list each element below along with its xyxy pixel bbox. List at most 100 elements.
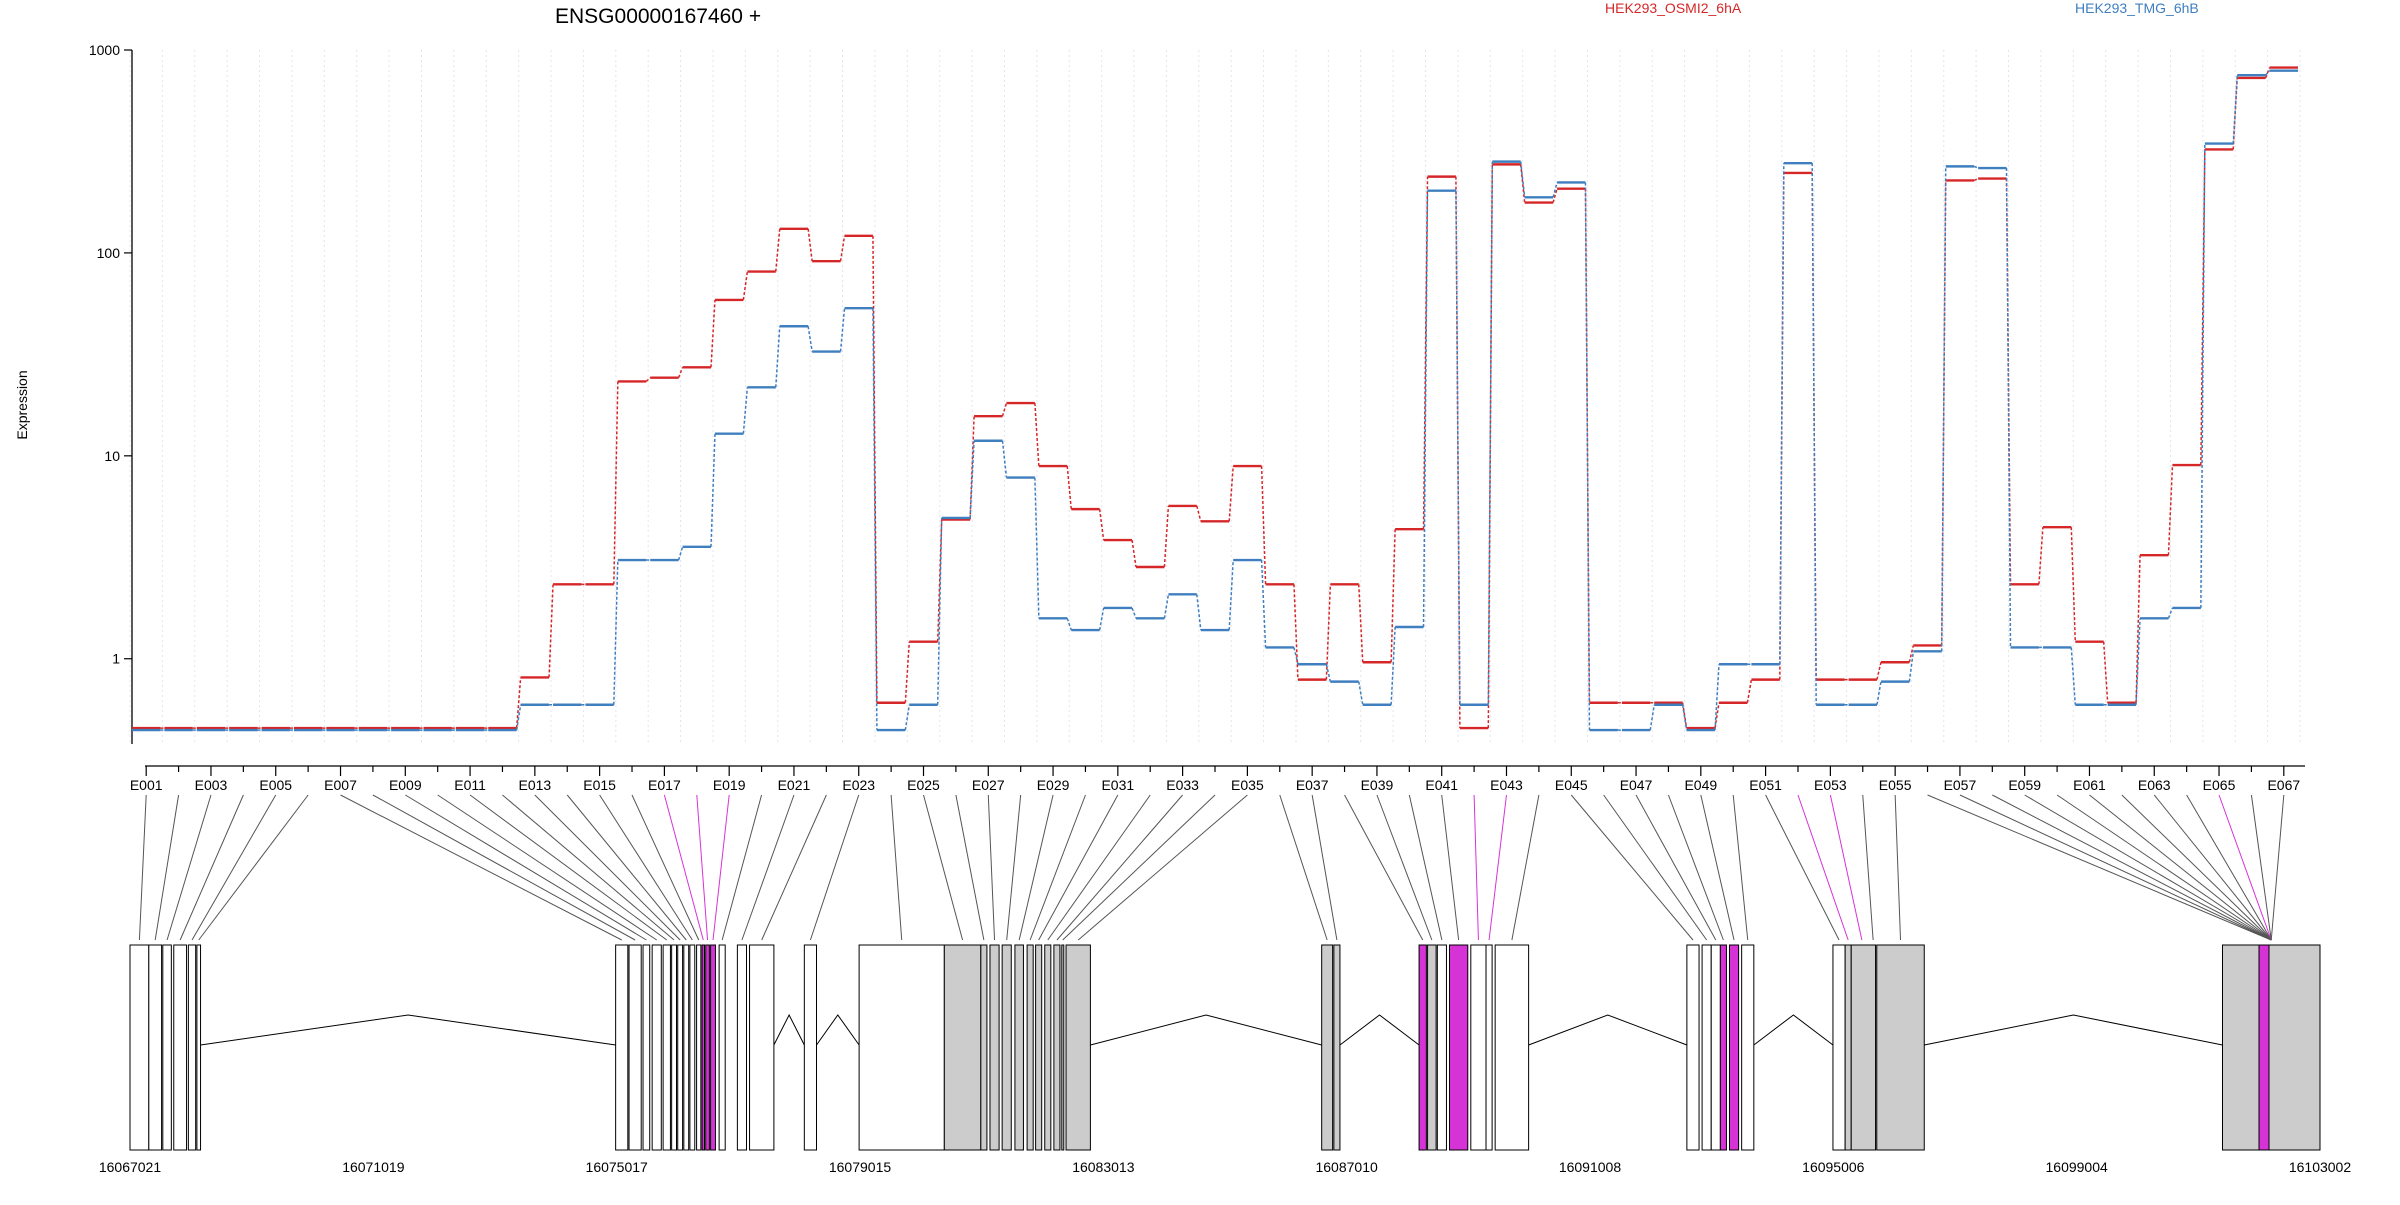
series-connector (839, 308, 846, 352)
exon-box (162, 944, 172, 1151)
series-connector (1034, 402, 1040, 467)
x-tick-label: E057 (1944, 777, 1977, 793)
exon-box (749, 944, 775, 1151)
exon-box (148, 944, 163, 1151)
series-connector (1098, 607, 1105, 631)
exon-box (1832, 944, 1846, 1151)
series-connector (1390, 626, 1396, 705)
x-tick-label: E039 (1361, 777, 1394, 793)
series-connector (1066, 466, 1073, 510)
series-connector (1196, 594, 1202, 631)
series-connector (1034, 477, 1040, 619)
series-connector (1357, 584, 1364, 663)
series-connector (1422, 190, 1429, 627)
exon-box (710, 944, 716, 1151)
exon-connector (1894, 794, 1902, 941)
series-connector (1714, 702, 1720, 729)
series-tmg (132, 69, 2298, 732)
series-connector (1940, 180, 1947, 646)
series-connector (1811, 163, 1817, 705)
exon-box (736, 944, 748, 1151)
exon-connector (631, 794, 700, 941)
series-connector (1681, 704, 1688, 731)
exon-connector (1376, 794, 1433, 941)
y-tick-label: 1000 (89, 42, 120, 58)
exon-box (615, 944, 629, 1151)
series-connector (1001, 402, 1008, 417)
exon-connector (534, 794, 681, 941)
x-tick-label: E009 (389, 777, 422, 793)
exon-box (980, 944, 988, 1151)
x-tick-label: E005 (259, 777, 292, 793)
series-connector (1066, 618, 1072, 631)
x-tick-label: E053 (1814, 777, 1847, 793)
series-connector (710, 299, 716, 368)
exon-box (1026, 944, 1034, 1151)
exon-box (989, 944, 1000, 1151)
series-connector (2167, 607, 2174, 619)
exon-box (858, 944, 945, 1151)
exon-axis: E001 E003 E005 E007 E009 E011 E013 E015 E017 E019… (130, 765, 2305, 793)
x-tick-label: E017 (648, 777, 681, 793)
series-connector (2264, 67, 2271, 79)
exon-connector (2153, 794, 2272, 941)
exon-connector (1311, 794, 1338, 941)
exon-box (1876, 944, 1925, 1151)
exon-connector (1344, 794, 1424, 941)
x-tick-label: E033 (1166, 777, 1199, 793)
vertical-grid (129, 50, 2301, 744)
exon-connector (2270, 794, 2285, 941)
series-connector (2167, 465, 2174, 556)
exon-box (1485, 944, 1493, 1151)
series-connector (2265, 70, 2271, 76)
series-connector (677, 367, 684, 378)
series-connector (1487, 161, 1494, 705)
exon-connector (1797, 794, 1849, 941)
exon-box (1701, 944, 1712, 1151)
series-connector (1779, 163, 1785, 665)
series-connector (2102, 641, 2109, 703)
exon-connector (1765, 794, 1840, 941)
exon-box (1001, 944, 1012, 1151)
series-connector (1001, 440, 1008, 478)
series-connector (613, 560, 619, 705)
series-connector (969, 440, 975, 518)
exon-box (1741, 944, 1755, 1151)
exon-connector (1062, 794, 1216, 941)
exon-box (1333, 944, 1341, 1151)
x-tick-label: E065 (2203, 777, 2236, 793)
exon-connector (1829, 794, 1863, 941)
gene-model (129, 944, 2321, 1151)
exon-connector (721, 794, 763, 941)
series-connector (1876, 662, 1882, 680)
genomic-coordinate-label: 16087010 (1315, 1159, 1378, 1175)
series-connector (1260, 559, 1267, 648)
series-connector (1325, 664, 1332, 682)
x-tick-label: E015 (583, 777, 616, 793)
series-connector (1422, 176, 1429, 530)
exon-connector (1862, 794, 1874, 941)
series-connector (2232, 77, 2238, 150)
intron-line (1090, 1014, 1322, 1046)
intron-line (200, 1014, 616, 1046)
series-connector (1876, 681, 1882, 705)
exon-box (1686, 944, 1700, 1151)
exon-connector (166, 794, 212, 941)
series-connector (613, 381, 619, 585)
exon-connector (2056, 794, 2272, 941)
exon-box (1418, 944, 1427, 1151)
exon-connector (1511, 794, 1540, 941)
series-connector (1552, 182, 1558, 198)
exon-connector (1992, 794, 2272, 941)
series-connector (1714, 664, 1720, 731)
series-connector (1163, 505, 1170, 568)
exon-connector (372, 794, 636, 941)
x-tick-label: E011 (454, 777, 486, 793)
series-connector (1649, 704, 1655, 731)
exon-connector (1603, 794, 1708, 941)
series-connector (1455, 190, 1461, 705)
exon-box (651, 944, 662, 1151)
series-connector (677, 546, 684, 561)
exon-connector (987, 794, 996, 941)
